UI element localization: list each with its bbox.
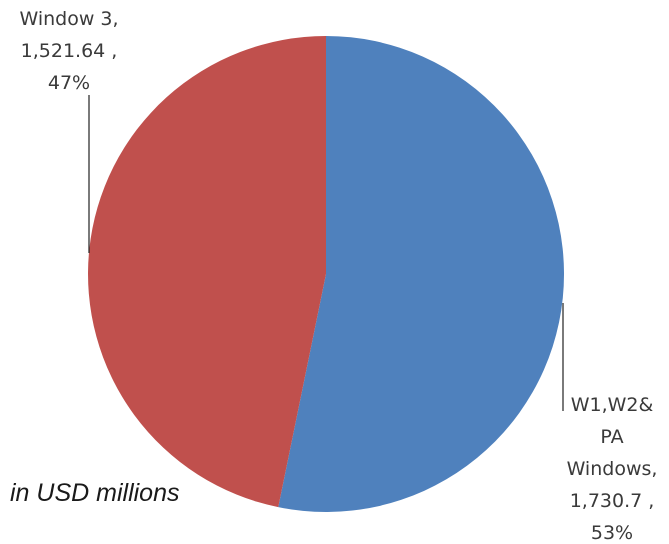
data-labels: W1,W2& PA Windows, 1,730.7 , 53% Window 3, 1,5… [19, 8, 657, 544]
data-label: Window 3, 1,521.64 , 47% [19, 8, 118, 94]
slice-w1-w2-pa-windows [278, 36, 565, 512]
pie-slices [88, 36, 565, 512]
units-note: in USD millions [10, 479, 179, 507]
data-label: W1,W2& PA Windows, 1,730.7 , 53% [567, 394, 658, 544]
slice-window-3 [88, 36, 326, 508]
